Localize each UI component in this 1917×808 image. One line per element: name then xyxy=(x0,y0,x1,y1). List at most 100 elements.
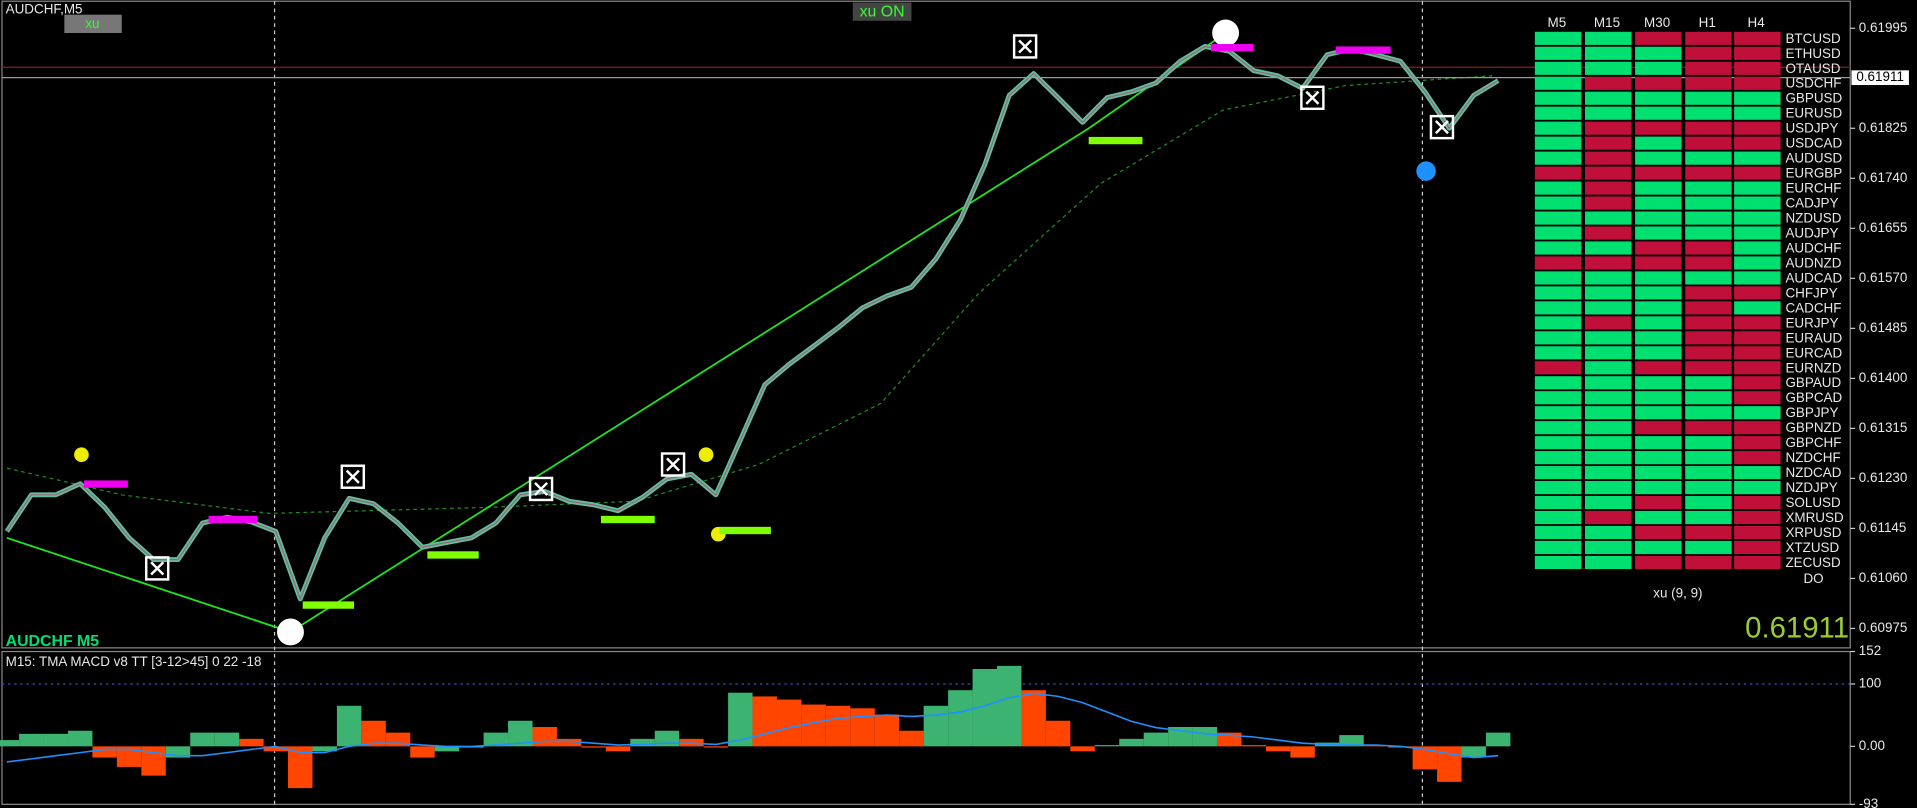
histogram-bar xyxy=(532,726,557,747)
signal-cell xyxy=(1534,406,1582,420)
current-price-big: 0.61911 xyxy=(1745,611,1849,644)
signal-cell xyxy=(1584,376,1632,390)
signal-cell xyxy=(1685,361,1732,375)
signal-cell xyxy=(1534,256,1582,270)
signal-cell xyxy=(1584,46,1632,60)
signal-cell xyxy=(1685,525,1732,540)
signal-cell xyxy=(1685,481,1732,495)
signal-cell xyxy=(1584,76,1632,90)
box-cross xyxy=(1434,120,1449,135)
table-symbol: GBPAUD xyxy=(1785,375,1841,390)
signal-cell xyxy=(1534,181,1582,195)
signal-cell xyxy=(1534,121,1582,135)
signal-cell xyxy=(1734,451,1781,465)
signal-cell xyxy=(1635,406,1682,420)
signal-cell xyxy=(1734,331,1781,345)
table-symbol: GBPUSD xyxy=(1785,91,1842,106)
xu-button[interactable] xyxy=(64,14,122,34)
histogram-bar xyxy=(1045,720,1071,747)
signal-cell xyxy=(1635,421,1682,435)
y-tick-label: 152 xyxy=(1859,643,1881,658)
histogram-bar xyxy=(1070,746,1095,752)
signal-cell xyxy=(1734,510,1781,525)
dot-marker xyxy=(698,447,714,463)
signal-cell xyxy=(1534,525,1582,540)
signal-cell xyxy=(1635,181,1682,195)
signal-cell xyxy=(1734,106,1781,120)
table-symbol: AUDNZD xyxy=(1785,255,1841,270)
signal-cell xyxy=(1584,406,1632,420)
histogram-bar xyxy=(1119,738,1144,747)
signal-cell xyxy=(1685,316,1732,330)
table-symbol: XTZUSD xyxy=(1785,540,1839,555)
histogram-bar xyxy=(923,705,949,747)
box-marker xyxy=(660,452,686,477)
signal-cell xyxy=(1635,466,1682,480)
signal-cell xyxy=(1584,346,1632,360)
histogram-bar xyxy=(19,733,44,747)
histogram-bar xyxy=(1485,732,1511,747)
signal-cell xyxy=(1685,106,1732,120)
current-price-label: 0.61911 xyxy=(1856,69,1904,84)
signal-cell xyxy=(1635,166,1682,180)
signal-cell xyxy=(1734,241,1781,255)
histogram-bar xyxy=(556,738,582,747)
signal-cell xyxy=(1635,136,1682,150)
histogram-bar xyxy=(1265,746,1291,752)
signal-cell xyxy=(1635,241,1682,255)
signal-cell xyxy=(1734,301,1781,315)
lime-bar xyxy=(1088,136,1143,145)
signal-cell xyxy=(1584,286,1632,300)
signal-cell xyxy=(1635,121,1682,135)
signal-line xyxy=(6,692,1499,763)
signal-cell xyxy=(1584,136,1632,150)
signal-cell xyxy=(1534,376,1582,390)
swing-marker xyxy=(1212,19,1240,47)
y-tick-label: 0.61315 xyxy=(1859,420,1908,435)
box-marker xyxy=(528,476,554,502)
table-symbol: AUDJPY xyxy=(1785,225,1838,240)
signal-cell xyxy=(1734,181,1781,195)
signal-cell xyxy=(1534,361,1582,375)
signal-cell xyxy=(1635,61,1682,75)
signal-cell xyxy=(1734,166,1781,180)
box-marker xyxy=(1429,114,1455,140)
signal-cell xyxy=(1734,91,1781,105)
signal-cell xyxy=(1534,31,1582,45)
table-symbol: BTCUSD xyxy=(1785,31,1841,46)
table-header: M5 xyxy=(1548,15,1567,30)
histogram-bar xyxy=(312,746,337,752)
histogram-bar xyxy=(361,720,386,747)
signal-cell xyxy=(1584,391,1632,405)
box-cross xyxy=(150,561,165,576)
signal-cell xyxy=(1534,391,1582,405)
signal-cell xyxy=(1685,466,1732,480)
signal-cell xyxy=(1635,481,1682,495)
y-tick-label: 0.61145 xyxy=(1859,520,1907,535)
histogram-bar xyxy=(263,746,289,752)
signal-cell xyxy=(1584,510,1632,525)
signal-cell xyxy=(1534,166,1582,180)
signal-cell xyxy=(1534,436,1582,450)
signal-cell xyxy=(1534,46,1582,60)
signal-cell xyxy=(1734,436,1781,450)
xu-button-label[interactable]: xu xyxy=(85,16,99,31)
lime-bar xyxy=(600,515,655,524)
signal-cell xyxy=(1534,61,1582,75)
xu-on-button[interactable] xyxy=(852,2,912,21)
signal-cell xyxy=(1635,376,1682,390)
signal-cell xyxy=(1685,391,1732,405)
signal-cell xyxy=(1685,241,1732,255)
histogram-bar xyxy=(1412,746,1438,770)
signal-cell xyxy=(1584,151,1632,165)
xu-on-button-label[interactable]: xu ON xyxy=(860,3,905,20)
histogram-bar xyxy=(214,732,240,747)
y-tick-label: 0.61655 xyxy=(1859,220,1908,235)
indicator-label: xu (9, 9) xyxy=(1653,586,1702,601)
signal-cell xyxy=(1635,31,1682,45)
signal-cell xyxy=(1734,151,1781,165)
signal-cell xyxy=(1635,436,1682,450)
signal-cell xyxy=(1584,436,1632,450)
blue-marker xyxy=(1416,161,1436,181)
histogram-bar xyxy=(1192,726,1218,747)
